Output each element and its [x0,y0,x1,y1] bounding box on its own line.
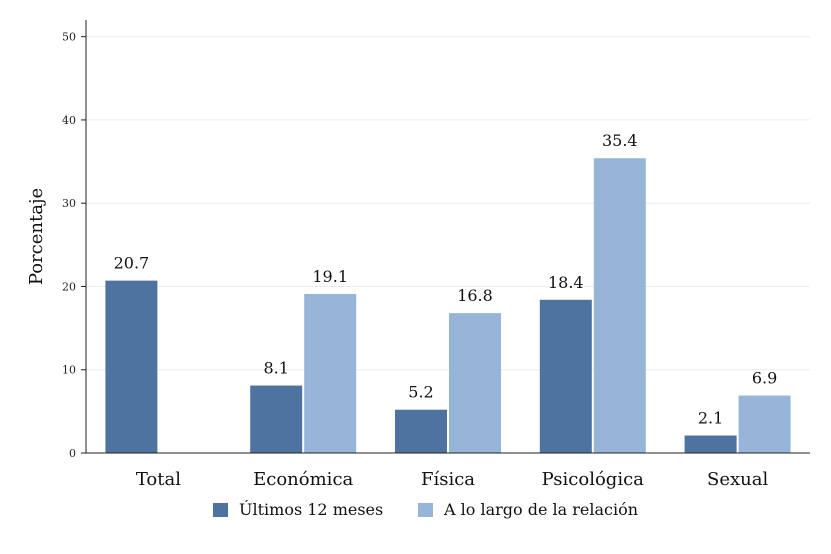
data-label: 18.4 [548,273,584,292]
data-label: 19.1 [312,267,348,286]
bar-series-2 [738,395,791,453]
bars [105,158,791,453]
y-tick-label: 50 [62,31,76,44]
data-labels: 20.7 8.1 19.1 5.2 16.8 18.4 35.4 2.1 6.9 [114,131,778,427]
data-label: 2.1 [698,409,723,428]
legend-swatch [213,503,228,517]
y-tick-label: 0 [69,447,76,460]
data-label: 8.1 [263,359,288,378]
bar-series-2 [449,313,501,453]
grid-lines [86,36,810,371]
legend-swatch [418,503,433,517]
y-tick-label: 30 [62,197,76,210]
bar-series-2 [593,158,646,453]
y-tick-label: 20 [62,280,76,293]
y-tick-label: 40 [62,114,76,127]
x-category-label: Física [421,469,475,490]
x-category-label: Económica [253,469,353,490]
axes: 0 10 20 30 40 50 Porcentaje Total Económica Físic… [26,20,810,490]
x-category-label: Total [136,469,181,490]
y-tick-label: 10 [62,364,76,377]
bar-series-1 [105,280,158,453]
data-label: 16.8 [457,286,493,305]
bar-series-1 [250,385,303,453]
bar-series-1 [539,299,592,453]
legend-label: Últimos 12 meses [239,499,383,519]
bar-series-2 [304,293,357,453]
y-axis-title: Porcentaje [26,188,47,285]
x-category-label: Psicológica [542,469,644,490]
bar-series-1 [395,409,447,453]
legend-label: A lo largo de la relación [443,500,638,519]
data-label: 20.7 [114,254,150,273]
data-label: 35.4 [602,131,638,150]
data-label: 5.2 [408,383,433,402]
x-category-label: Sexual [707,469,768,490]
bar-series-1 [684,435,737,453]
data-label: 6.9 [752,369,777,388]
legend: Últimos 12 meses A lo largo de la relació… [213,499,638,519]
